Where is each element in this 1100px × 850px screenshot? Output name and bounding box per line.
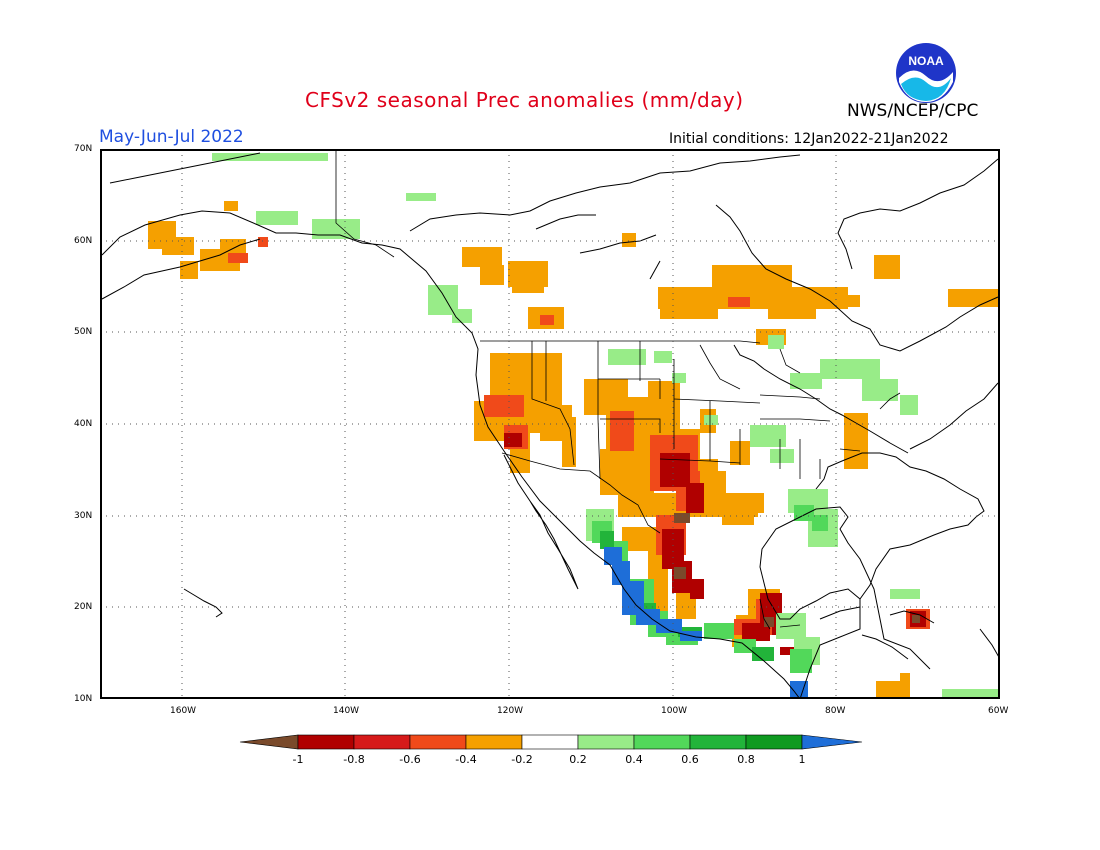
colorbar-swatch bbox=[745, 734, 803, 750]
colorbar: -1 -0.8 -0.6 -0.4 -0.2 0.2 0.4 0.6 0.8 1 bbox=[239, 734, 863, 766]
lat-label: 30N bbox=[74, 511, 93, 521]
colorbar-swatch bbox=[689, 734, 747, 750]
colorbar-swatch bbox=[465, 734, 523, 750]
lon-label: 100W bbox=[661, 706, 688, 716]
colorbar-tick-label: -0.4 bbox=[455, 753, 476, 766]
colorbar-tick-label: -0.2 bbox=[511, 753, 532, 766]
colorbar-swatch bbox=[801, 734, 863, 750]
graticule bbox=[100, 149, 1000, 699]
map-frame bbox=[100, 149, 1000, 699]
initial-conditions: Initial conditions: 12Jan2022-21Jan2022 bbox=[669, 131, 949, 147]
lon-label: 80W bbox=[825, 706, 846, 716]
noaa-logo: NOAA bbox=[896, 43, 956, 103]
noaa-logo-text: NOAA bbox=[908, 54, 944, 68]
political-boundaries bbox=[335, 149, 901, 630]
lat-label: 20N bbox=[74, 602, 93, 612]
anomaly-map bbox=[100, 149, 1000, 699]
lon-label: 160W bbox=[170, 706, 197, 716]
colorbar-swatch bbox=[409, 734, 467, 750]
lon-label: 140W bbox=[333, 706, 360, 716]
colorbar-tick-label: 0.8 bbox=[737, 753, 755, 766]
lon-label: 60W bbox=[988, 706, 1009, 716]
colorbar-swatch bbox=[297, 734, 355, 750]
positive-anomaly-areas bbox=[212, 153, 1000, 699]
colorbar-tick-label: 0.6 bbox=[681, 753, 699, 766]
lat-label: 60N bbox=[74, 236, 93, 246]
colorbar-swatch bbox=[353, 734, 411, 750]
lon-label: 120W bbox=[497, 706, 524, 716]
colorbar-swatch bbox=[521, 734, 579, 750]
colorbar-tick-label: 0.4 bbox=[625, 753, 643, 766]
lat-label: 10N bbox=[74, 694, 93, 704]
colorbar-swatch bbox=[633, 734, 691, 750]
map-title: CFSv2 seasonal Prec anomalies (mm/day) bbox=[305, 88, 744, 112]
lat-label: 50N bbox=[74, 327, 93, 337]
lat-label: 40N bbox=[74, 419, 93, 429]
forecast-period: May-Jun-Jul 2022 bbox=[99, 127, 244, 147]
colorbar-tick-label: 1 bbox=[799, 753, 806, 766]
colorbar-tick-label: -1 bbox=[293, 753, 304, 766]
colorbar-tick-label: -0.6 bbox=[399, 753, 420, 766]
lat-label: 70N bbox=[74, 144, 93, 154]
colorbar-swatch bbox=[239, 734, 299, 750]
colorbar-tick-label: 0.2 bbox=[569, 753, 587, 766]
organization-label: NWS/NCEP/CPC bbox=[847, 101, 979, 121]
colorbar-tick-label: -0.8 bbox=[343, 753, 364, 766]
colorbar-swatch bbox=[577, 734, 635, 750]
